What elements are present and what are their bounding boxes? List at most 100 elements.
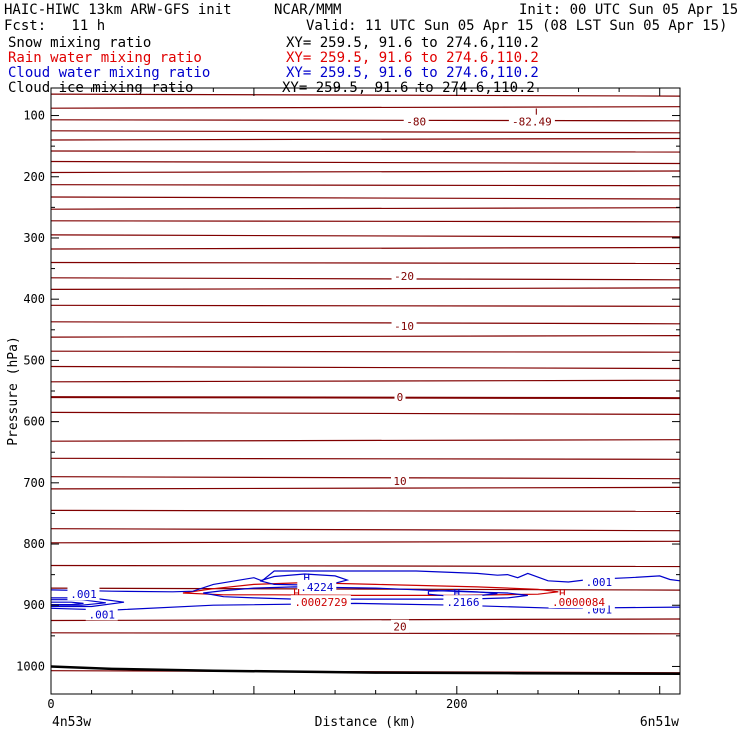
contour-label: .001 [88, 608, 115, 621]
contour-label: -20 [394, 270, 414, 283]
contour-label: .001 [586, 576, 613, 589]
x-axis-label: Distance (km) [315, 715, 417, 730]
isotherm-line [50, 106, 681, 109]
isotherm-line [50, 587, 681, 591]
y-axis-label: Pressure (hPa) [6, 336, 21, 446]
legend-snow-label: Snow mixing ratio [8, 35, 152, 51]
isotherm-line [50, 119, 681, 122]
extremum-value-background [508, 114, 555, 128]
contour-label: 10 [393, 475, 406, 488]
contour-label-background [67, 587, 100, 601]
y-tick-label: 800 [23, 537, 45, 551]
extremum-value: .4224 [300, 581, 333, 594]
forecast-hour: Fcst: 11 h [4, 18, 106, 34]
contour-label-background [403, 114, 429, 128]
isotherm-line [50, 150, 681, 153]
isotherm-line [50, 246, 681, 250]
isotherm-line [50, 137, 681, 141]
legend-rain-label: Rain water mixing ratio [8, 50, 202, 66]
legend-cloud-water-xy: XY= 259.5, 91.6 to 274.6,110.2 [286, 65, 539, 81]
contour-label-background [582, 574, 615, 588]
valid-time: Valid: 11 UTC Sun 05 Apr 15 (08 LST Sun … [306, 18, 728, 34]
contour-label-background [85, 607, 118, 621]
isotherm-line [50, 234, 681, 238]
isotherm-line [50, 509, 681, 512]
y-tick-label: 300 [23, 231, 45, 245]
isotherm-line [50, 365, 681, 370]
y-tick-label: 600 [23, 415, 45, 429]
isotherm-line [50, 130, 681, 134]
extremum-value-background [443, 595, 483, 609]
isotherm-line [50, 379, 681, 383]
extremum-marker: H [453, 587, 460, 600]
isotherm-line [50, 196, 681, 200]
isotherm-line [50, 564, 681, 568]
x-tick-label: 0 [47, 697, 54, 711]
org-label: NCAR/MMM [274, 2, 342, 18]
extremum-value-background [297, 579, 337, 593]
isotherm-line [50, 220, 681, 223]
extremum-value: .0000084 [552, 596, 605, 609]
isotherm-line [50, 486, 681, 490]
isotherm-line [50, 335, 681, 338]
isotherm-line [50, 476, 681, 480]
contour-label: .001 [70, 588, 97, 601]
isotherm-line [50, 540, 681, 544]
extremum-value: .0002729 [294, 596, 347, 609]
extremum-value-background [290, 595, 351, 609]
contour-label-background [391, 268, 417, 282]
isotherm-line [50, 632, 681, 635]
isotherm-line [50, 170, 681, 174]
isotherm-line [50, 160, 681, 165]
legend-rain-xy: XY= 259.5, 91.6 to 274.6,110.2 [286, 50, 539, 66]
y-tick-label: 400 [23, 292, 45, 306]
x-endpoint-left: 4n53w [52, 715, 91, 730]
y-tick-label: 200 [23, 170, 45, 184]
chart-title: HAIC-HIWC 13km ARW-GFS init [4, 2, 232, 18]
isotherm-line [50, 321, 681, 325]
contour-label: -80 [406, 116, 426, 129]
extremum-marker: H [303, 572, 310, 585]
isotherm-line [50, 618, 681, 622]
contour-label-background [390, 619, 409, 633]
isotherm-line [50, 277, 681, 281]
isotherm-line [50, 457, 681, 460]
cloud-water-contour [427, 589, 498, 597]
isotherm-line [50, 439, 681, 442]
terrain-line [50, 665, 681, 676]
cloud-water-contour [50, 570, 681, 593]
y-tick-label: 1000 [16, 659, 45, 673]
y-tick-label: 100 [23, 109, 45, 123]
extremum-value-background [548, 595, 609, 609]
y-tick-label: 500 [23, 353, 45, 367]
contour-label: -10 [394, 320, 414, 333]
isotherm-line [50, 396, 681, 400]
extremum-marker: H [293, 587, 300, 600]
isotherm-line [50, 411, 681, 415]
extremum-marker: H [559, 587, 566, 600]
contour-label: 20 [393, 621, 406, 634]
extremum-marker: L [535, 106, 542, 119]
isotherm-line [50, 304, 681, 307]
legend-snow-xy: XY= 259.5, 91.6 to 274.6,110.2 [286, 35, 539, 51]
cloud-water-contour [203, 586, 528, 600]
contour-label: 0 [397, 391, 404, 404]
contour-label-background [394, 390, 406, 404]
isotherm-line [50, 287, 681, 290]
rain-contour [182, 581, 559, 596]
isotherm-line [50, 93, 681, 97]
isotherm-line [50, 350, 681, 353]
isotherm-line [50, 184, 681, 187]
extremum-value: -82.49 [512, 116, 552, 129]
contour-label-background [391, 319, 417, 333]
isotherm-line [50, 528, 681, 532]
x-endpoint-right: 6n51w [640, 715, 679, 730]
legend-cloud-water-label: Cloud water mixing ratio [8, 65, 211, 81]
y-tick-label: 700 [23, 476, 45, 490]
init-time: Init: 00 UTC Sun 05 Apr 15 [519, 2, 739, 18]
contour-label-background [390, 473, 409, 487]
y-tick-label: 900 [23, 598, 45, 612]
isotherm-line [50, 261, 681, 265]
isotherm-line [50, 207, 681, 210]
